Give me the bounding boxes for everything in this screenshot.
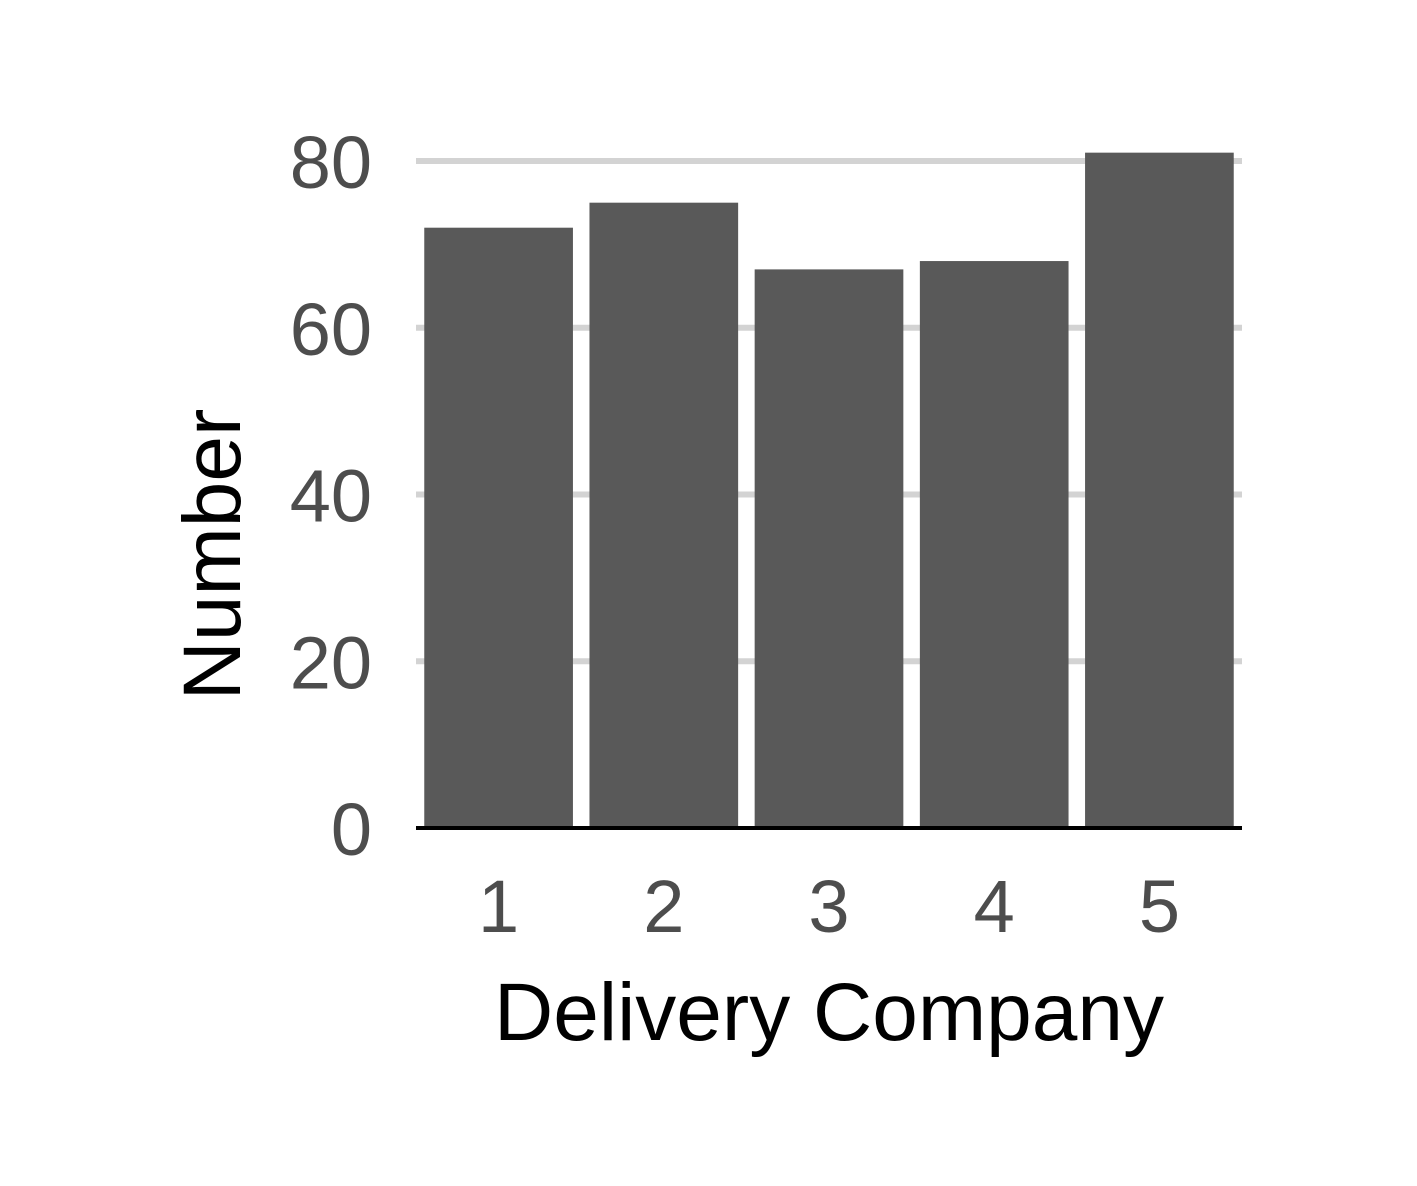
x-tick-label: 5 bbox=[1139, 865, 1180, 948]
y-tick-labels: 0 20 40 60 80 bbox=[290, 121, 372, 871]
x-tick-labels: 1 2 3 4 5 bbox=[478, 865, 1180, 948]
y-tick-label: 0 bbox=[331, 788, 372, 871]
bar-3 bbox=[754, 269, 904, 828]
bar-2 bbox=[589, 202, 739, 828]
x-tick-label: 2 bbox=[643, 865, 684, 948]
y-tick-label: 20 bbox=[290, 621, 372, 704]
bar-5 bbox=[1085, 152, 1234, 829]
x-axis-title: Delivery Company bbox=[494, 967, 1164, 1058]
bars bbox=[424, 152, 1234, 829]
y-tick-label: 80 bbox=[290, 121, 372, 204]
x-tick-label: 3 bbox=[808, 865, 849, 948]
y-axis-title: Number bbox=[167, 409, 258, 701]
y-tick-label: 40 bbox=[290, 455, 372, 538]
bar-4 bbox=[919, 261, 1069, 828]
x-tick-label: 1 bbox=[478, 865, 519, 948]
y-tick-label: 60 bbox=[290, 288, 372, 371]
x-tick-label: 4 bbox=[974, 865, 1015, 948]
bar-1 bbox=[424, 227, 573, 828]
